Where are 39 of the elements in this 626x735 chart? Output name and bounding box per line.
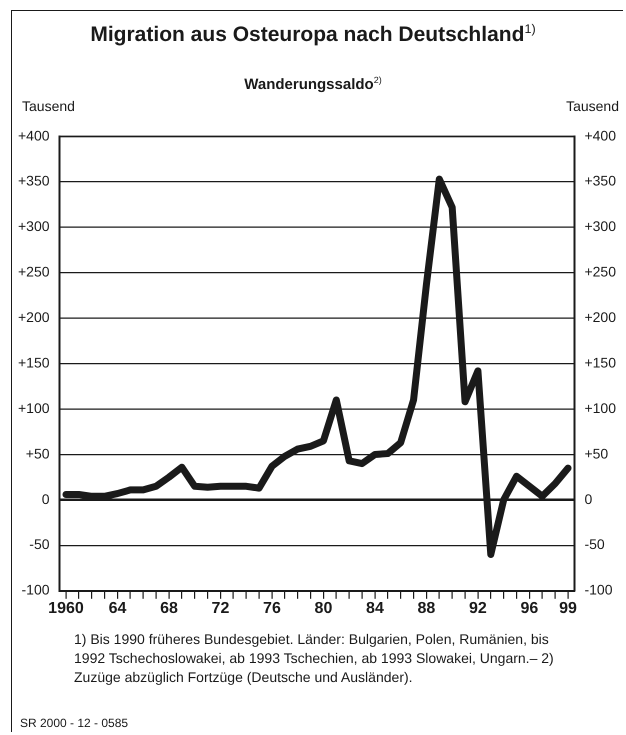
y2-tick-label: +150 <box>584 354 616 370</box>
x-tick-label: 96 <box>520 600 538 617</box>
x-tick-label: 99 <box>559 600 578 617</box>
y2-axis-title: Tausend <box>566 98 619 114</box>
y-tick-label: +250 <box>18 264 50 280</box>
y2-tick-label: +400 <box>584 127 616 144</box>
y2-tick-label: +300 <box>584 218 616 234</box>
x-tick-label: 80 <box>314 600 332 617</box>
chart-subtitle: Wanderungssaldo$^{2)}$ <box>243 75 383 93</box>
y-tick-label: -50 <box>29 536 50 552</box>
x-tick-label: 68 <box>160 600 178 617</box>
y2-tick-label: +250 <box>584 264 616 280</box>
y-tick-label: +150 <box>18 354 50 370</box>
y-tick-label: +100 <box>18 400 50 416</box>
y2-tick-label: -100 <box>584 582 613 598</box>
x-tick-label: 64 <box>108 600 126 617</box>
text: 1) Bis 1990 früheres Bundesgebiet. Länder: Bulgarien, Polen, Rumänien, bis 1992 Tschechoslowakei, ab 1993 Tschechien, ab 1993 Slowakei, Ungarn.– 2) Zuzüge abzüglich Fortzüge (Deutsche und Ausländer). <box>74 630 555 687</box>
y2-tick-label: -50 <box>584 536 605 552</box>
y2-tick-label: +350 <box>584 172 616 189</box>
y-axis-title: Tausend <box>22 98 75 114</box>
y-tick-label: -100 <box>22 582 50 598</box>
y-tick-label: +200 <box>18 309 50 326</box>
y-tick-label: +300 <box>18 218 50 234</box>
x-tick-label: 76 <box>263 600 281 617</box>
y-tick-label: +350 <box>18 172 50 189</box>
y2-tick-label: +100 <box>584 400 616 416</box>
y-tick-label: +400 <box>18 127 50 144</box>
chart-title: Migration aus Osteuropa nach Deutschland$^{1)}$ <box>89 22 537 47</box>
x-tick-label: 1960 <box>48 600 84 617</box>
y-tick-label: 0 <box>42 490 50 507</box>
x-tick-label: 92 <box>469 600 487 617</box>
x-tick-label: 88 <box>418 600 436 617</box>
x-tick-label: 84 <box>366 600 384 617</box>
x-tick-label: 72 <box>212 600 230 617</box>
text: SR 2000 - 12 - 0585 <box>20 716 128 730</box>
y-tick-label: +50 <box>26 445 50 462</box>
y2-tick-label: +50 <box>584 445 608 462</box>
y2-tick-label: 0 <box>584 490 592 507</box>
y2-tick-label: +200 <box>584 309 616 326</box>
